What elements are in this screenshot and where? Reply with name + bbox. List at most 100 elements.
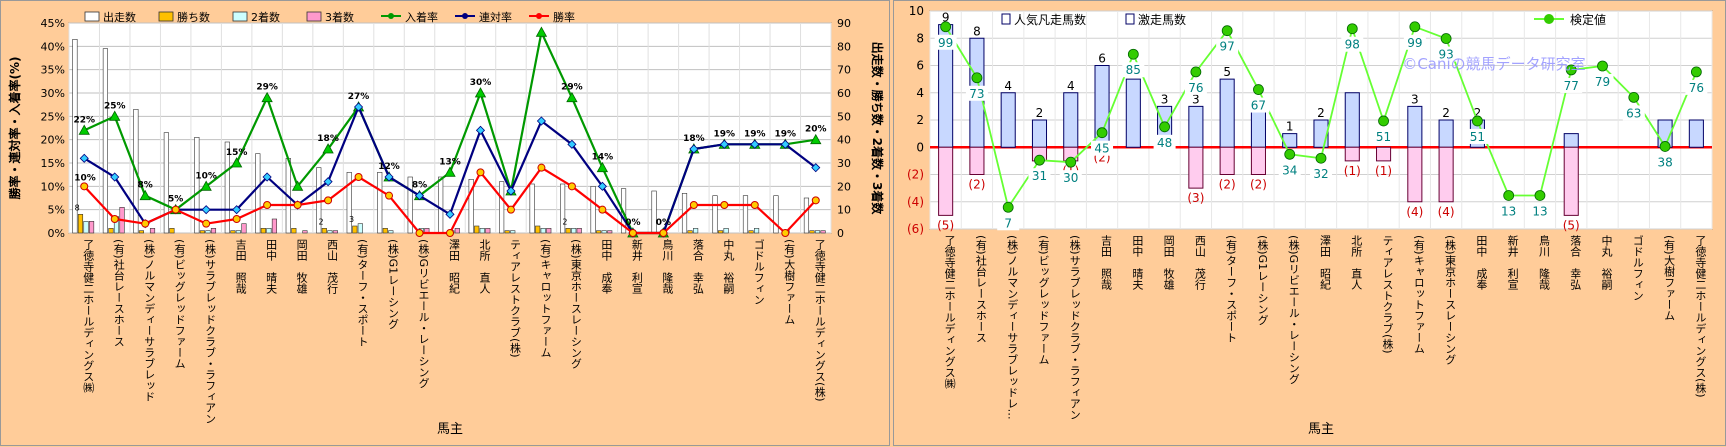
wins-bar	[77, 214, 84, 234]
wins-bar	[352, 225, 358, 234]
rentai-rate-point	[79, 153, 89, 163]
watermark: ©Caniの競馬データ研究室	[1402, 55, 1585, 73]
seconds-bar	[235, 230, 241, 234]
place-rate-point	[78, 124, 90, 135]
place-rate-point	[566, 91, 578, 103]
legend-swatch	[306, 11, 322, 22]
test-value-label: 97	[1220, 40, 1235, 54]
left-tick-label: 45%	[41, 17, 65, 30]
wins-bar	[291, 228, 297, 234]
negative-bar	[1344, 146, 1360, 162]
right-tick-label: 70	[837, 64, 851, 77]
negative-label: (5)	[1563, 218, 1580, 232]
place-rate-label: 10%	[195, 171, 217, 181]
positive-label: 5	[1223, 65, 1231, 79]
category-label: 西山 茂行	[1193, 235, 1206, 291]
right-tick-label: 90	[837, 17, 851, 30]
test-value-point	[1096, 127, 1108, 139]
positive-label: 2	[1474, 106, 1482, 120]
legend-swatch	[158, 11, 174, 22]
place-rate-label: 29%	[561, 83, 583, 93]
test-value-label-bg	[1153, 134, 1176, 150]
seconds-bar	[814, 230, 821, 234]
win-rate-point	[567, 182, 576, 191]
rentai-rate-point	[232, 205, 242, 215]
test-value-point	[1409, 21, 1421, 33]
right-tick-label: 60	[837, 87, 851, 100]
win-rate-point	[811, 196, 820, 205]
left-tick-label: 20%	[41, 134, 65, 147]
rentai-rate-point	[201, 205, 211, 215]
wins-bar	[717, 230, 724, 234]
test-value-label-bg	[1372, 128, 1395, 144]
positive-bar	[1219, 78, 1235, 148]
category-label: (株)東京ホースレーシング	[1444, 235, 1457, 365]
category-label: 田中 晴夫	[1131, 235, 1144, 291]
legend-label: 3着数	[325, 10, 354, 24]
category-label: ティアレストクラブ(株)	[508, 239, 521, 358]
axis-tick-label: (6)	[907, 222, 924, 236]
place-rate-label: 14%	[592, 153, 614, 163]
legend-label: 検定値	[1570, 12, 1606, 27]
category-label: (有)キャロットファーム	[1412, 235, 1425, 354]
place-rate-label: 0%	[625, 218, 640, 228]
rentai-rate-point	[719, 139, 729, 149]
thirds-bar	[454, 228, 460, 234]
starts-bar	[560, 183, 566, 234]
negative-label: (2)	[1250, 178, 1267, 192]
test-value-label: 45	[1094, 142, 1109, 156]
positive-label: 2	[1442, 106, 1450, 120]
place-rate-label: 8%	[138, 181, 153, 191]
place-rate-label: 18%	[317, 134, 339, 144]
left-chart-panel: 0% 5% 10% 15% 20% 25% 30% 35% 40% 45% 0 10 20 30 40 50 6…	[0, 0, 890, 446]
win-rate-point	[415, 229, 424, 237]
category-label: 北所 直人	[478, 239, 491, 294]
place-rate-label: 8%	[412, 181, 427, 191]
legend-swatch	[232, 11, 248, 22]
place-rate-label: 19%	[775, 129, 797, 139]
win-rate-point	[293, 201, 302, 209]
category-label: 鳥川 隆哉	[661, 238, 674, 294]
place-rate-point	[139, 189, 151, 201]
positive-label: 1	[1286, 120, 1294, 134]
category-label: (有)社台レースホース	[112, 239, 125, 347]
seconds-bar	[83, 221, 89, 234]
test-value-point	[1534, 190, 1546, 201]
test-value-label: 77	[1564, 79, 1579, 93]
negative-label: (5)	[937, 218, 954, 232]
right-tick-label: 20	[837, 180, 851, 193]
test-value-point	[1034, 154, 1045, 166]
thirds-bar	[149, 228, 156, 234]
win-rate-point	[689, 201, 698, 209]
thirds-bar	[88, 221, 95, 234]
seconds-bar	[723, 228, 729, 234]
seconds-bar	[388, 230, 394, 234]
place-rate-point	[444, 166, 456, 177]
place-rate-label: 19%	[714, 129, 736, 139]
seconds-bar	[479, 228, 485, 234]
rentai-rate-point	[536, 116, 547, 126]
test-value-point	[1690, 66, 1702, 78]
starts-bar	[407, 176, 413, 234]
positive-label: 3	[1161, 92, 1169, 106]
test-value-label: 38	[1657, 155, 1672, 169]
starts-bar	[102, 48, 108, 234]
seconds-bar	[571, 228, 577, 234]
rentai-rate-point	[110, 172, 120, 182]
win-rate-point	[141, 219, 150, 228]
category-label: 落合 幸弘	[691, 239, 704, 294]
test-value-label-bg	[1028, 168, 1051, 184]
test-value-point	[1065, 156, 1077, 168]
left-chart: 0%5%10%15%20%25%30%35%40%45%010203040506…	[7, 10, 885, 437]
place-rate-label: 22%	[73, 115, 95, 125]
wins-bar	[260, 228, 266, 234]
thirds-bar	[332, 230, 338, 234]
category-label: (株)ノルマンディーサラブレッド	[143, 239, 156, 402]
axis-tick-label: 0	[916, 140, 924, 154]
seconds-bar	[540, 228, 546, 234]
positive-label: 3	[1411, 92, 1419, 106]
positive-bar	[1563, 133, 1579, 148]
place-rate-point	[109, 110, 121, 121]
place-rate-label: 18%	[683, 134, 705, 144]
left-axis-title: 勝率・連対率・入着率(%)	[7, 57, 22, 200]
